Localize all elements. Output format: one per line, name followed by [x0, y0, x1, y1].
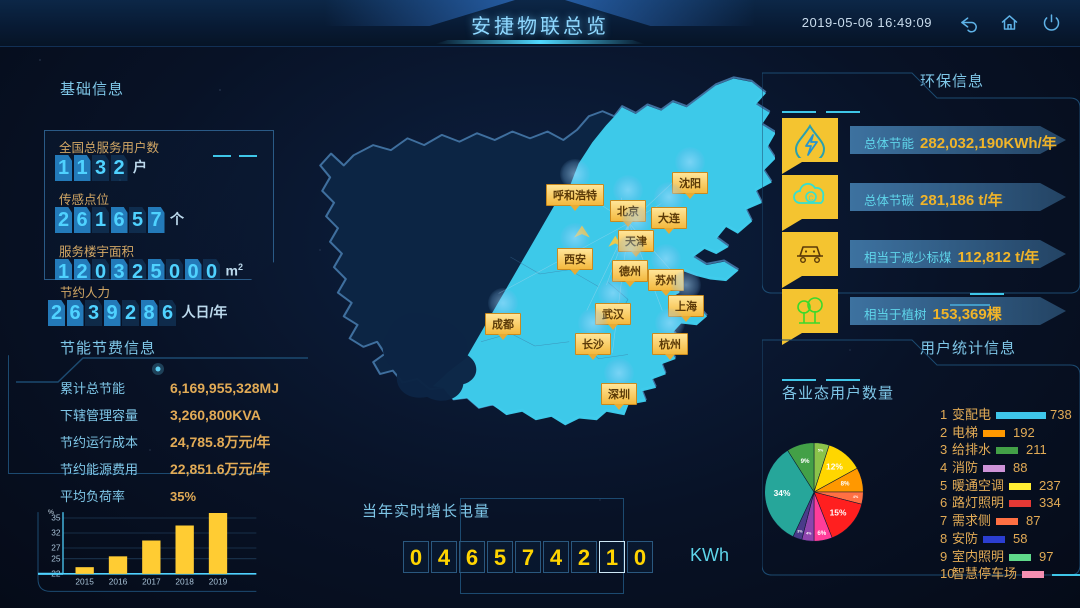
svg-text:2016: 2016	[109, 577, 128, 587]
svg-text:2017: 2017	[142, 577, 161, 587]
svg-text:4%: 4%	[806, 532, 812, 536]
svg-text:8%: 8%	[841, 481, 850, 488]
svg-text:25: 25	[51, 553, 61, 563]
svg-text:4%: 4%	[853, 495, 859, 499]
svg-text:6%: 6%	[817, 530, 826, 537]
svg-text:2019: 2019	[209, 577, 228, 587]
svg-text:5%: 5%	[818, 449, 824, 453]
svg-text:15%: 15%	[830, 507, 847, 517]
svg-text:27: 27	[51, 543, 61, 553]
svg-text:35: 35	[51, 513, 61, 523]
svg-text:C: C	[809, 196, 814, 203]
svg-text:9%: 9%	[801, 458, 810, 465]
svg-text:2018: 2018	[175, 577, 194, 587]
svg-text:3%: 3%	[797, 529, 803, 533]
svg-text:32: 32	[51, 528, 61, 538]
svg-text:12%: 12%	[826, 462, 843, 472]
svg-text:34%: 34%	[774, 488, 791, 498]
svg-text:2015: 2015	[75, 577, 94, 587]
